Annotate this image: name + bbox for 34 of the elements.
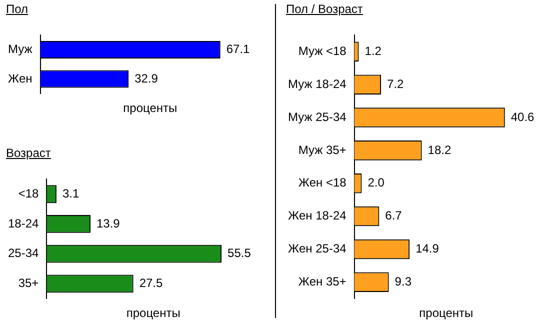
data-label: 1.2	[364, 44, 382, 58]
y-tick-label: 35+	[18, 276, 39, 290]
y-tick-label: Муж 35+	[298, 142, 346, 157]
data-label: 67.1	[226, 42, 250, 56]
data-label: 14.9	[416, 242, 440, 256]
y-tick-label: 25-34	[8, 246, 40, 260]
y-tick-label: Жен 25-34	[288, 242, 347, 256]
y-tick-label: Жен <18	[298, 176, 347, 190]
data-label: 7.2	[387, 76, 404, 91]
x-axis-title: проценты	[126, 306, 180, 320]
chart-title: Пол / Возраст	[286, 2, 363, 16]
y-tick-label: Муж 18-24	[288, 76, 347, 91]
y-tick-label: <18	[18, 186, 40, 200]
data-label: 13.9	[96, 216, 120, 230]
y-tick-label: Муж <18	[298, 44, 347, 58]
y-tick-label: Жен	[8, 71, 32, 86]
data-label: 27.5	[139, 276, 164, 290]
data-label: 2.0	[368, 176, 385, 190]
x-axis-title: проценты	[123, 101, 178, 116]
data-label: 6.7	[385, 208, 402, 223]
chart-title: Возраст	[6, 146, 51, 160]
data-label: 55.5	[228, 246, 252, 260]
data-label: 40.6	[510, 110, 535, 124]
chart-title: Пол	[6, 2, 28, 16]
data-label: 3.1	[62, 186, 80, 200]
y-tick-label: Муж 25-34	[288, 110, 347, 124]
x-axis-title: проценты	[419, 306, 474, 320]
data-label: 32.9	[134, 71, 158, 86]
data-label: 18.2	[428, 142, 452, 157]
data-label: 9.3	[394, 274, 412, 288]
y-tick-label: 18-24	[8, 216, 40, 230]
y-tick-label: Муж	[8, 42, 32, 56]
y-tick-label: Жен 18-24	[288, 208, 347, 223]
y-tick-label: Жен 35+	[298, 274, 346, 288]
